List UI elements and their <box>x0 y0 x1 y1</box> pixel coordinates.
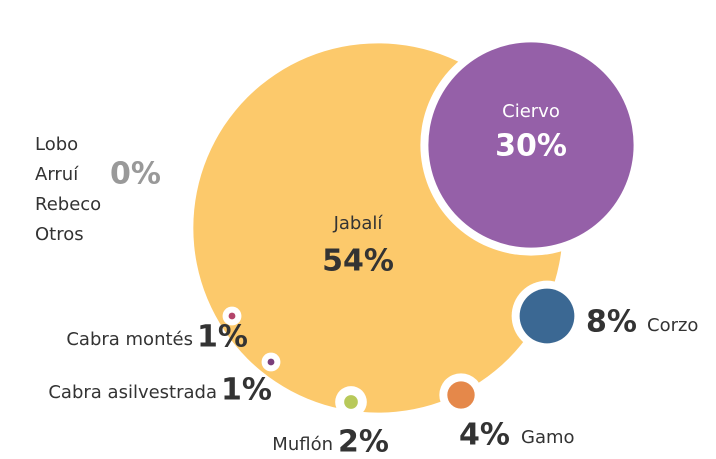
bubble <box>267 358 275 366</box>
category-label: Otros <box>35 224 84 245</box>
value-label: 1% <box>197 320 248 355</box>
value-label: 30% <box>495 129 567 164</box>
bubble <box>519 288 575 344</box>
category-label: Muflón <box>272 434 333 455</box>
category-label: Arruí <box>35 164 79 185</box>
category-label: Rebeco <box>35 194 101 215</box>
bubble <box>228 312 236 320</box>
category-label: Corzo <box>647 315 698 336</box>
category-label: Cabra asilvestrada <box>48 382 217 403</box>
category-label: Jabalí <box>333 213 384 234</box>
value-label: 8% <box>586 305 637 340</box>
category-label: Gamo <box>521 427 575 448</box>
bubble <box>428 42 634 248</box>
bubble <box>447 381 475 409</box>
category-label: Lobo <box>35 134 78 155</box>
value-label: 54% <box>322 244 394 279</box>
bubble <box>344 395 358 409</box>
category-label: Ciervo <box>502 101 560 122</box>
value-label: 4% <box>459 418 510 453</box>
value-label: 2% <box>338 425 389 459</box>
category-label: Cabra montés <box>66 329 193 350</box>
value-label: 0% <box>110 157 161 192</box>
value-label: 1% <box>221 373 272 408</box>
